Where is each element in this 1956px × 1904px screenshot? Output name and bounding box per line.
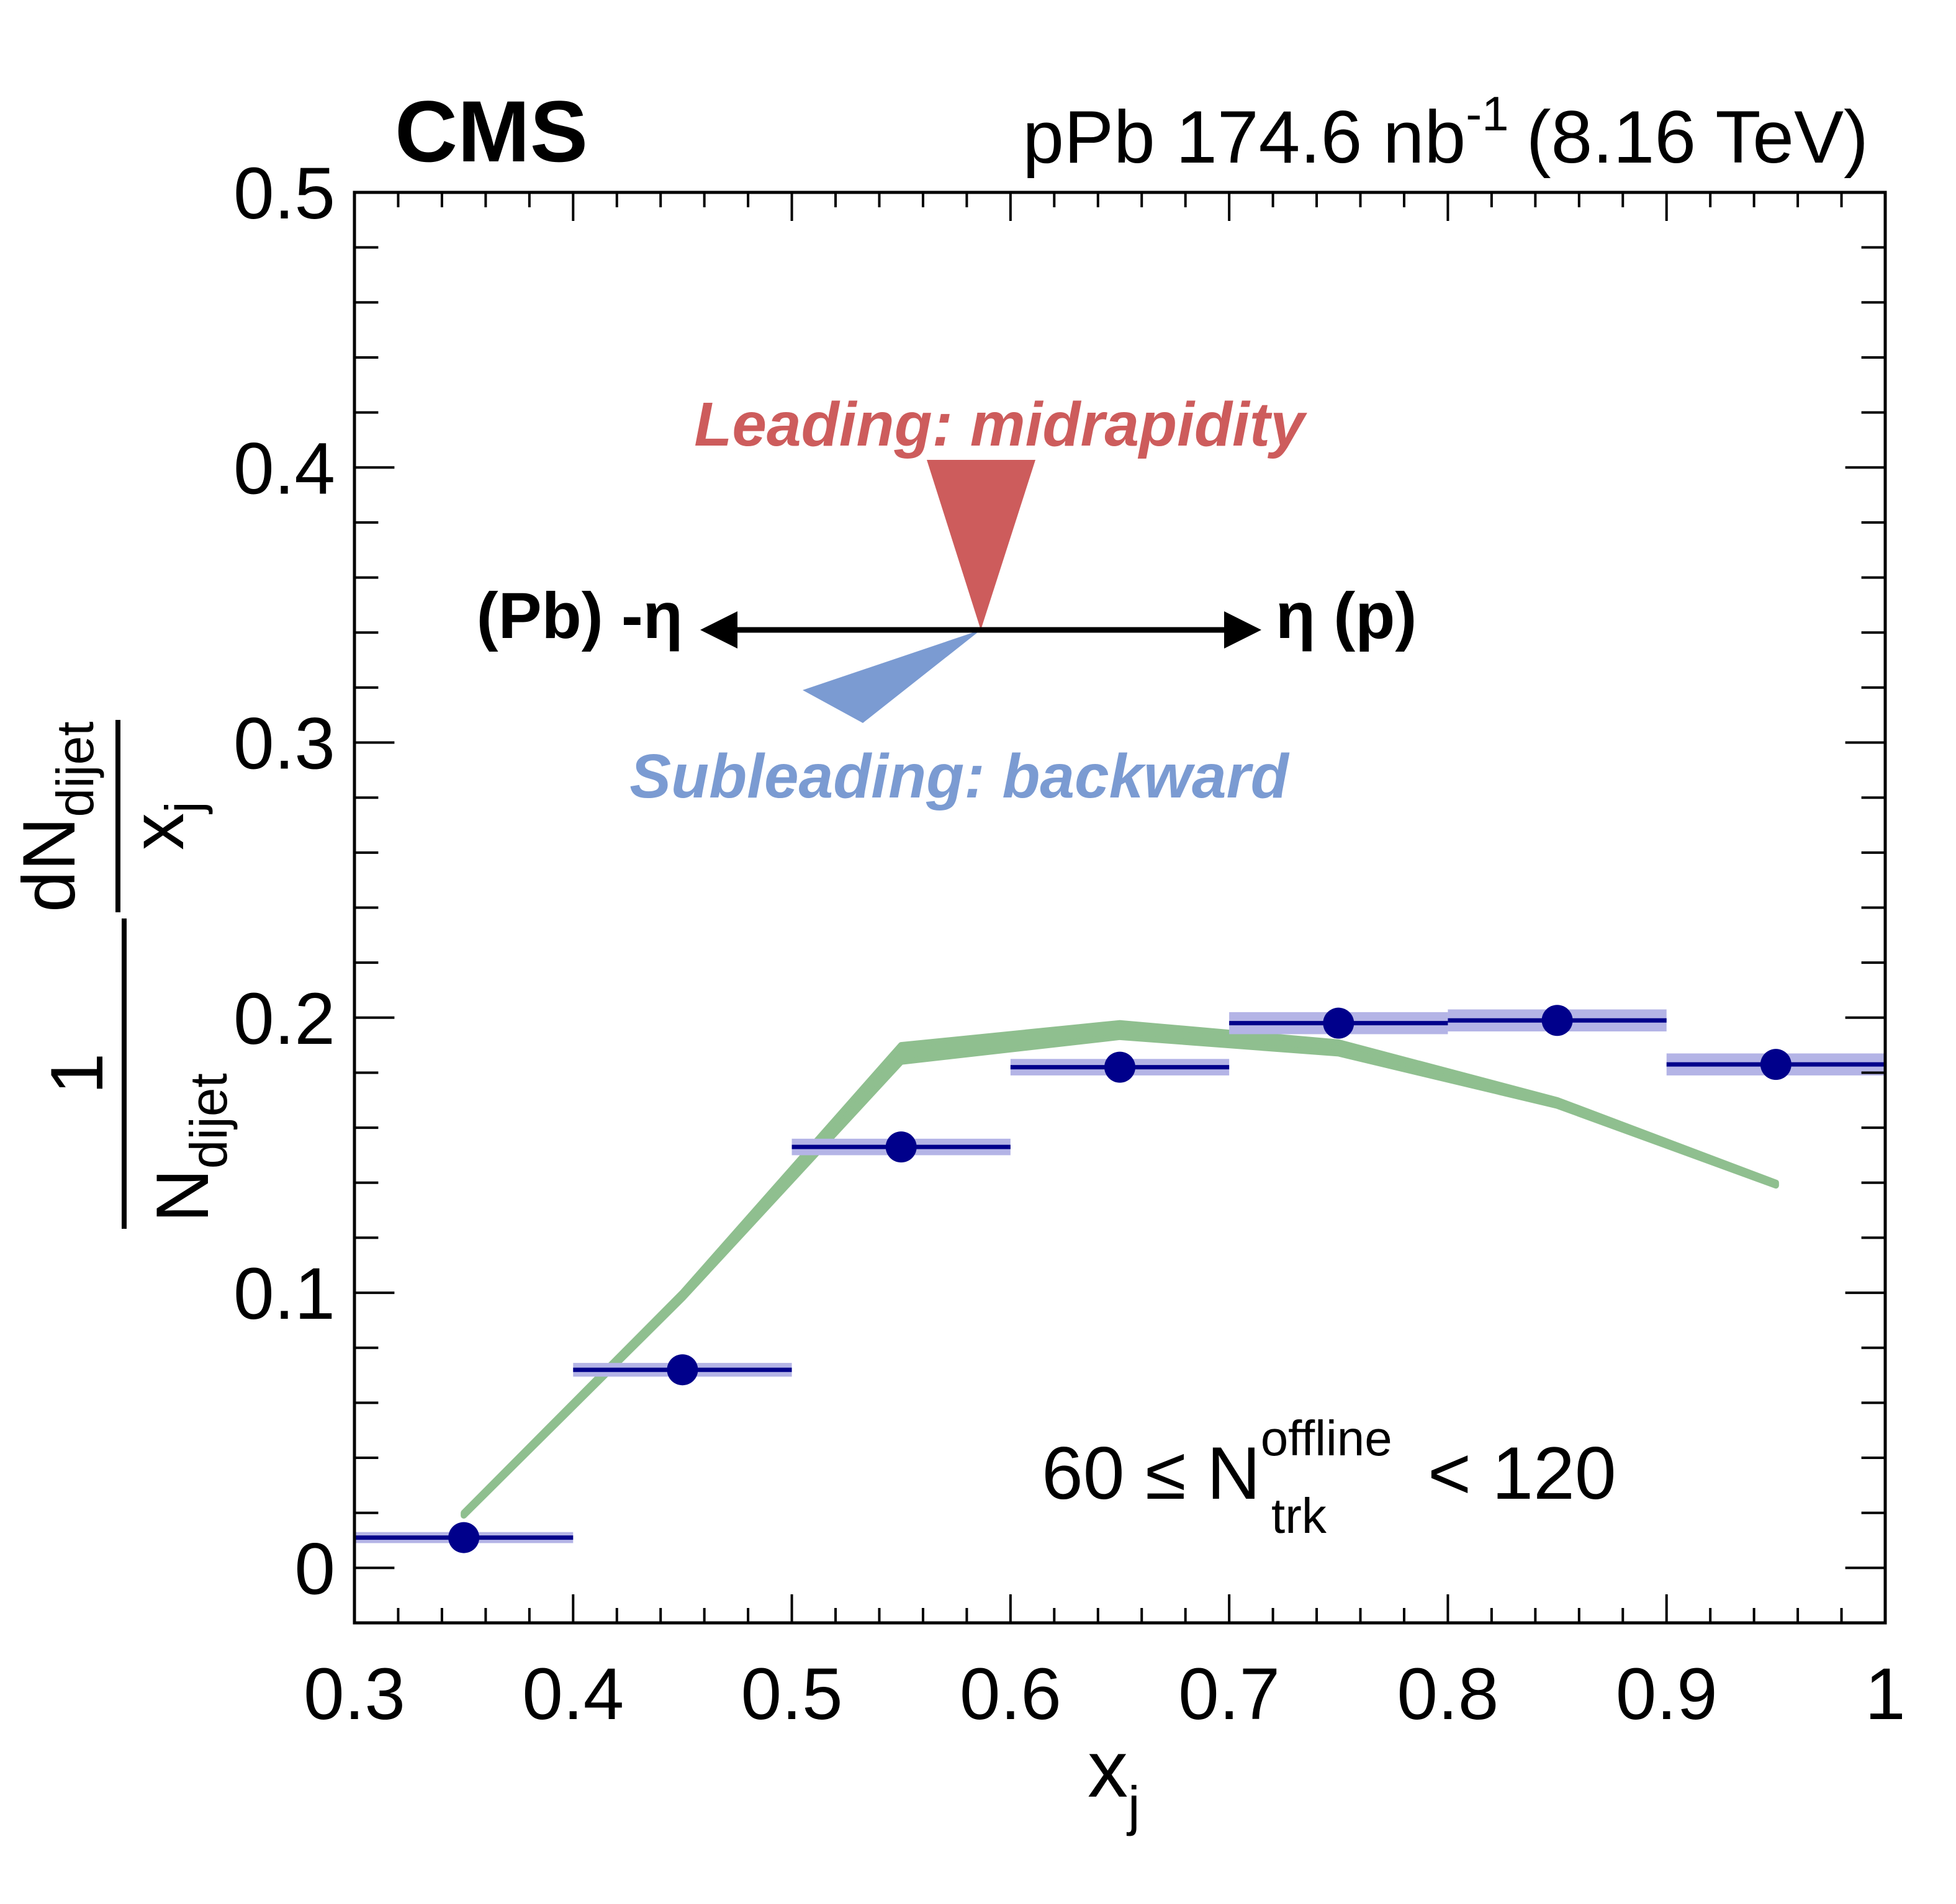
x-tick-label-5: 0.8	[1397, 1653, 1499, 1735]
data-point-4	[1323, 1007, 1354, 1039]
luminosity-label: pPb 174.6 nb-1 (8.16 TeV)	[1022, 86, 1868, 179]
luminosity-exponent: -1	[1466, 86, 1508, 141]
x-tick-label-2: 0.5	[741, 1653, 843, 1735]
data-point-6	[1760, 1049, 1791, 1080]
y-tick-label-2: 0.2	[233, 978, 335, 1060]
data-point-3	[1104, 1051, 1135, 1083]
y-axis-title: 1 Ndijet dNdijet xj	[7, 720, 238, 1229]
subleading-jet-label: Subleading: backward	[629, 742, 1289, 811]
x-axis-title-main: x	[1088, 1723, 1128, 1814]
multiplicity-sup: offline	[1261, 1411, 1392, 1466]
plot-frame	[353, 191, 1887, 1625]
y-tick-label-1: 0.1	[233, 1253, 335, 1335]
y-title-left-den-sub: dijet	[179, 1073, 238, 1169]
kinematics-diagram: Leading: midrapidity Subleading: backwar…	[477, 390, 1417, 811]
eta-axis-left-label: (Pb) -η	[477, 580, 683, 652]
eta-axis-left-arrowhead	[700, 611, 737, 649]
x-axis-title: xj	[1088, 1723, 1140, 1836]
x-tick-label-7: 1	[1865, 1653, 1906, 1735]
multiplicity-right: < 120	[1428, 1432, 1616, 1515]
leading-jet-label: Leading: midrapidity	[694, 390, 1307, 459]
y-title-right-num-main: dN	[7, 817, 91, 912]
data-points	[354, 1005, 1885, 1553]
x-tick-labels: 0.3 0.4 0.5 0.6 0.7 0.8 0.9 1	[304, 1653, 1906, 1735]
eta-axis-right-label: η (p)	[1276, 580, 1417, 652]
y-title-right-den: xj	[116, 801, 213, 850]
y-title-left-num: 1	[35, 1053, 119, 1095]
multiplicity-label: 60 ≤ Noffline trk < 120	[1042, 1411, 1616, 1543]
multiplicity-sub: trk	[1271, 1488, 1327, 1543]
x-axis-title-sub: j	[1126, 1775, 1140, 1836]
x-tick-label-0: 0.3	[304, 1653, 405, 1735]
model-band	[461, 1020, 1779, 1519]
y-tick-label-0: 0	[294, 1528, 335, 1610]
x-tick-label-3: 0.6	[960, 1653, 1061, 1735]
x-tick-label-1: 0.4	[522, 1653, 624, 1735]
x-tick-label-4: 0.7	[1178, 1653, 1280, 1735]
data-point-1	[667, 1354, 698, 1386]
experiment-label: CMS	[395, 83, 588, 180]
data-point-2	[885, 1131, 917, 1163]
subleading-jet-cone	[803, 630, 981, 723]
data-point-5	[1541, 1005, 1573, 1036]
y-tick-label-4: 0.4	[233, 428, 335, 510]
y-tick-label-3: 0.3	[233, 703, 335, 785]
y-title-left-den-main: N	[141, 1169, 224, 1223]
leading-jet-cone	[927, 460, 1035, 630]
model-band-area	[461, 1020, 1779, 1519]
x-tick-label-6: 0.9	[1616, 1653, 1718, 1735]
multiplicity-left: 60 ≤ N	[1042, 1432, 1261, 1515]
energy-label: (8.16 TeV)	[1526, 96, 1868, 179]
y-tick-label-5: 0.5	[233, 153, 335, 235]
y-title-right-num-sub: dijet	[46, 721, 104, 817]
y-title-right-den-sub: j	[155, 801, 213, 815]
y-title-right-den-main: x	[116, 813, 199, 850]
y-title-left-den: Ndijet	[141, 1073, 238, 1223]
y-title-right-num: dNdijet	[7, 721, 104, 912]
luminosity-prefix: pPb 174.6 nb	[1022, 96, 1466, 179]
data-point-0	[448, 1522, 480, 1553]
y-tick-labels: 0 0.1 0.2 0.3 0.4 0.5	[233, 153, 335, 1610]
eta-axis-right-arrowhead	[1224, 611, 1261, 649]
